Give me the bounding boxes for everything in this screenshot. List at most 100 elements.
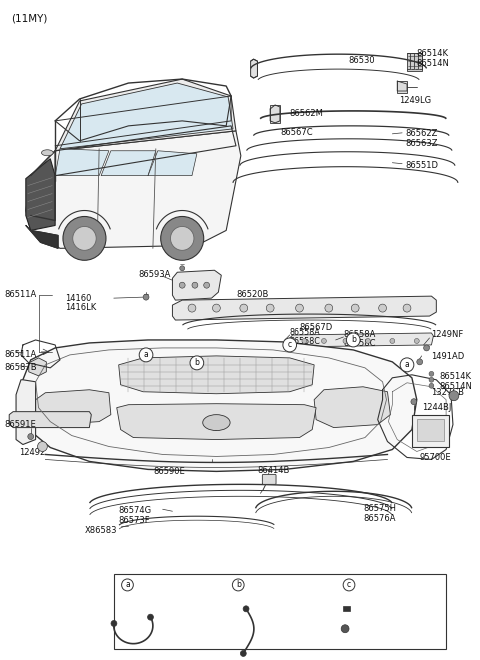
Text: 1416LK: 1416LK xyxy=(65,303,96,312)
Polygon shape xyxy=(26,158,55,230)
Text: 86514K: 86514K xyxy=(417,50,449,58)
Circle shape xyxy=(296,304,303,312)
Polygon shape xyxy=(36,390,111,424)
Circle shape xyxy=(139,348,153,362)
Text: 86514N: 86514N xyxy=(417,59,450,68)
Text: 95700E: 95700E xyxy=(420,453,451,463)
Text: 1244BJ: 1244BJ xyxy=(421,403,451,412)
Polygon shape xyxy=(119,356,314,394)
Polygon shape xyxy=(148,150,197,176)
Text: 12492: 12492 xyxy=(19,447,45,457)
Circle shape xyxy=(411,399,417,405)
Polygon shape xyxy=(21,340,417,471)
Text: 86514K: 86514K xyxy=(439,372,471,381)
Text: 86574G: 86574G xyxy=(119,506,152,515)
Text: 86562M: 86562M xyxy=(290,109,324,118)
Text: 86567C: 86567C xyxy=(280,128,312,137)
Circle shape xyxy=(111,620,117,626)
Text: 86511A: 86511A xyxy=(4,290,36,299)
Text: (11MY): (11MY) xyxy=(11,13,48,23)
Text: 95720E: 95720E xyxy=(247,581,281,590)
Circle shape xyxy=(341,625,349,633)
Text: 86591E: 86591E xyxy=(4,420,36,428)
Circle shape xyxy=(37,442,48,451)
Polygon shape xyxy=(16,379,36,445)
Circle shape xyxy=(28,434,34,440)
Circle shape xyxy=(266,304,274,312)
Text: 86530: 86530 xyxy=(348,56,375,65)
Text: b: b xyxy=(194,358,199,368)
Text: 86575H: 86575H xyxy=(363,504,396,513)
FancyBboxPatch shape xyxy=(417,418,444,440)
Text: X86583: X86583 xyxy=(84,526,117,535)
Text: 86414B: 86414B xyxy=(257,467,290,475)
Text: 86155: 86155 xyxy=(404,614,430,623)
Polygon shape xyxy=(172,296,436,320)
Text: 14160: 14160 xyxy=(65,294,91,303)
Circle shape xyxy=(188,304,196,312)
Polygon shape xyxy=(397,81,407,93)
Circle shape xyxy=(351,304,359,312)
Text: 86558C: 86558C xyxy=(290,337,321,346)
Circle shape xyxy=(170,226,194,250)
Polygon shape xyxy=(55,79,236,150)
Text: 95720D: 95720D xyxy=(136,581,172,590)
Text: 86562Z: 86562Z xyxy=(405,129,437,138)
Text: 86514N: 86514N xyxy=(439,381,472,391)
Text: 86558C: 86558C xyxy=(344,339,376,348)
Circle shape xyxy=(243,606,249,612)
Polygon shape xyxy=(314,387,390,428)
Text: 1327CB: 1327CB xyxy=(432,388,465,397)
Text: 1249NF: 1249NF xyxy=(432,330,464,339)
Circle shape xyxy=(121,579,133,591)
Circle shape xyxy=(414,339,419,343)
FancyBboxPatch shape xyxy=(263,475,276,484)
Polygon shape xyxy=(117,404,316,440)
Text: 1491AD: 1491AD xyxy=(432,352,465,361)
Polygon shape xyxy=(290,333,433,347)
Circle shape xyxy=(343,339,348,343)
Text: 86156: 86156 xyxy=(353,624,380,633)
Text: a: a xyxy=(125,580,130,589)
Circle shape xyxy=(417,359,423,365)
Circle shape xyxy=(192,282,198,288)
FancyBboxPatch shape xyxy=(114,574,446,649)
Circle shape xyxy=(180,266,185,271)
Text: 86567D: 86567D xyxy=(300,323,333,332)
Circle shape xyxy=(429,378,434,382)
Polygon shape xyxy=(101,150,156,176)
Text: c: c xyxy=(288,341,292,349)
Polygon shape xyxy=(26,226,58,248)
Circle shape xyxy=(390,339,395,343)
Text: a: a xyxy=(144,350,148,360)
Text: 86573F: 86573F xyxy=(119,516,150,525)
Polygon shape xyxy=(60,83,233,148)
Circle shape xyxy=(365,339,371,343)
Circle shape xyxy=(179,282,185,288)
Text: 86558A: 86558A xyxy=(290,328,321,337)
Text: 86576A: 86576A xyxy=(363,514,396,523)
Circle shape xyxy=(449,391,459,401)
Polygon shape xyxy=(172,270,221,300)
Circle shape xyxy=(232,579,244,591)
FancyBboxPatch shape xyxy=(343,606,350,610)
Polygon shape xyxy=(55,148,109,176)
Polygon shape xyxy=(251,59,257,78)
Circle shape xyxy=(147,614,154,620)
FancyBboxPatch shape xyxy=(412,414,449,447)
Text: 86587B: 86587B xyxy=(4,363,37,372)
Ellipse shape xyxy=(203,414,230,430)
Circle shape xyxy=(403,304,411,312)
Circle shape xyxy=(429,372,434,376)
Circle shape xyxy=(283,338,297,352)
Circle shape xyxy=(63,216,106,260)
Circle shape xyxy=(190,356,204,370)
Circle shape xyxy=(343,579,355,591)
Circle shape xyxy=(204,282,210,288)
Polygon shape xyxy=(270,105,280,123)
Text: 86558A: 86558A xyxy=(344,330,376,339)
Text: 1249LG: 1249LG xyxy=(399,96,432,105)
Text: 86551D: 86551D xyxy=(405,161,438,170)
Text: 86593A: 86593A xyxy=(138,270,170,279)
Polygon shape xyxy=(26,131,241,248)
